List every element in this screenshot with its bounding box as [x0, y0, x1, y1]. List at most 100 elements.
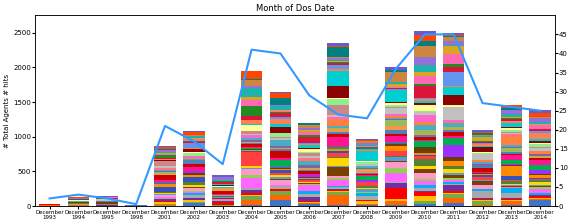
Bar — [472, 136, 493, 137]
Bar — [443, 45, 464, 46]
Bar — [97, 203, 118, 204]
Bar — [299, 143, 320, 144]
Bar — [327, 99, 349, 105]
Bar — [414, 101, 436, 103]
Bar — [530, 154, 551, 156]
Bar — [356, 182, 378, 186]
Bar — [154, 184, 176, 187]
Bar — [97, 199, 118, 200]
Bar — [269, 111, 291, 112]
Bar — [385, 143, 407, 144]
Bar — [241, 142, 263, 143]
Bar — [183, 153, 205, 156]
Bar — [500, 193, 522, 198]
Bar — [183, 141, 205, 142]
Bar — [183, 177, 205, 181]
Bar — [241, 140, 263, 142]
Bar — [530, 148, 551, 151]
Bar — [269, 92, 291, 93]
Bar — [241, 196, 263, 200]
Bar — [269, 167, 291, 168]
Bar — [443, 122, 464, 123]
Bar — [443, 185, 464, 191]
Bar — [327, 105, 349, 116]
Bar — [269, 110, 291, 111]
Bar — [414, 135, 436, 137]
Bar — [472, 185, 493, 189]
Bar — [530, 118, 551, 123]
Bar — [443, 178, 464, 180]
Bar — [385, 134, 407, 136]
Bar — [472, 152, 493, 153]
Bar — [385, 89, 407, 90]
Bar — [327, 98, 349, 99]
Bar — [414, 141, 436, 147]
Bar — [299, 144, 320, 145]
Bar — [414, 173, 436, 179]
Bar — [500, 155, 522, 160]
Bar — [327, 119, 349, 126]
Bar — [269, 177, 291, 179]
Bar — [530, 170, 551, 174]
Bar — [385, 201, 407, 205]
Bar — [183, 188, 205, 191]
Bar — [269, 112, 291, 113]
Bar — [183, 132, 205, 135]
Bar — [212, 194, 233, 195]
Bar — [269, 146, 291, 148]
Bar — [472, 164, 493, 166]
Bar — [530, 129, 551, 131]
Bar — [327, 187, 349, 189]
Bar — [154, 174, 176, 175]
Bar — [500, 181, 522, 184]
Bar — [500, 201, 522, 205]
Bar — [500, 128, 522, 130]
Bar — [212, 202, 233, 205]
Bar — [385, 116, 407, 118]
Bar — [443, 95, 464, 106]
Bar — [299, 179, 320, 180]
Bar — [154, 159, 176, 160]
Bar — [299, 135, 320, 137]
Bar — [385, 107, 407, 108]
Bar — [500, 117, 522, 118]
Bar — [67, 197, 89, 198]
Bar — [327, 180, 349, 186]
Bar — [472, 181, 493, 185]
Bar — [327, 71, 349, 86]
Bar — [356, 192, 378, 193]
Bar — [269, 98, 291, 105]
Bar — [385, 173, 407, 182]
Bar — [183, 139, 205, 141]
Bar — [443, 123, 464, 127]
Bar — [269, 140, 291, 146]
Bar — [327, 126, 349, 127]
Bar — [472, 198, 493, 199]
Bar — [414, 98, 436, 99]
Bar — [356, 170, 378, 173]
Bar — [183, 156, 205, 158]
Bar — [443, 130, 464, 132]
Bar — [443, 182, 464, 184]
Bar — [154, 182, 176, 183]
Bar — [530, 158, 551, 160]
Bar — [299, 180, 320, 182]
Bar — [472, 142, 493, 143]
Bar — [212, 199, 233, 200]
Bar — [414, 72, 436, 75]
Bar — [269, 151, 291, 158]
Bar — [183, 131, 205, 132]
Bar — [443, 184, 464, 185]
Bar — [385, 156, 407, 157]
Bar — [269, 169, 291, 170]
Bar — [530, 187, 551, 189]
Bar — [154, 149, 176, 150]
Bar — [154, 153, 176, 154]
Bar — [385, 142, 407, 143]
Bar — [530, 196, 551, 198]
Bar — [472, 154, 493, 160]
Bar — [299, 132, 320, 135]
Bar — [414, 46, 436, 57]
Bar — [356, 140, 378, 141]
Bar — [414, 185, 436, 188]
